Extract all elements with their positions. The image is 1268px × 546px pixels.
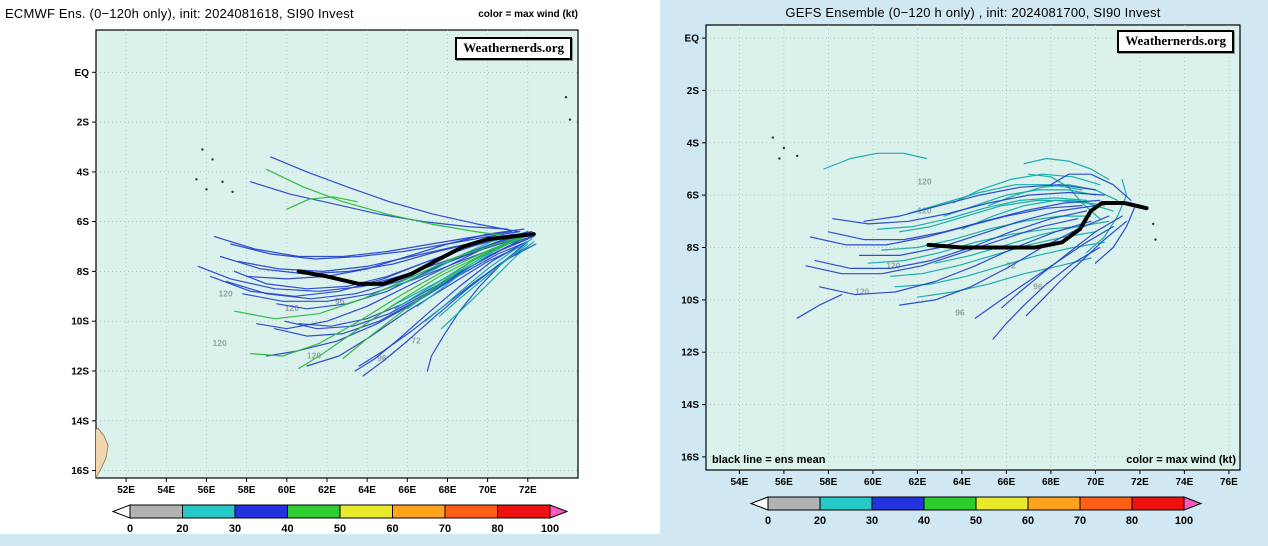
svg-text:EQ: EQ (75, 68, 90, 79)
weathernerds-watermark: Weathernerds.org (1117, 30, 1234, 53)
svg-text:10S: 10S (71, 317, 89, 328)
svg-text:14S: 14S (71, 416, 89, 427)
svg-text:54E: 54E (731, 477, 749, 488)
svg-text:60E: 60E (278, 485, 296, 496)
gefs-panel: 54E 56E 58E 60E 62E 64E 66E 68E 70E 72E 74E 76E EQ 2S… (660, 0, 1268, 546)
svg-text:0: 0 (765, 515, 771, 527)
svg-text:20: 20 (814, 515, 826, 527)
svg-text:66E: 66E (398, 485, 416, 496)
svg-text:60E: 60E (864, 477, 882, 488)
svg-text:120: 120 (307, 351, 321, 361)
svg-text:120: 120 (213, 338, 227, 348)
weathernerds-watermark: Weathernerds.org (455, 37, 572, 60)
svg-text:68E: 68E (439, 485, 457, 496)
svg-text:12S: 12S (71, 367, 89, 378)
svg-text:72E: 72E (1131, 477, 1149, 488)
svg-text:120: 120 (917, 177, 931, 187)
svg-text:14S: 14S (681, 400, 699, 411)
svg-text:70E: 70E (1087, 477, 1105, 488)
gefs-color-legend-note: color = max wind (kt) (1126, 454, 1236, 466)
svg-text:50: 50 (334, 523, 346, 535)
svg-text:2S: 2S (687, 86, 700, 97)
svg-text:120: 120 (855, 287, 869, 297)
svg-text:64E: 64E (358, 485, 376, 496)
svg-text:96: 96 (335, 296, 345, 306)
svg-text:66E: 66E (998, 477, 1016, 488)
svg-text:70: 70 (1074, 515, 1086, 527)
svg-text:6S: 6S (687, 191, 700, 202)
svg-text:16S: 16S (71, 466, 89, 477)
svg-text:40: 40 (281, 523, 293, 535)
svg-text:4S: 4S (687, 138, 700, 149)
svg-text:16S: 16S (681, 452, 699, 463)
svg-text:6S: 6S (77, 217, 90, 228)
svg-text:40: 40 (918, 515, 930, 527)
svg-text:0: 0 (127, 523, 133, 535)
svg-text:8S: 8S (687, 243, 700, 254)
ecmwf-panel: 52E 54E 56E 58E 60E 62E 64E 66E 68E 70E 72E EQ 2S 4S 6… (5, 6, 579, 535)
svg-text:70: 70 (439, 523, 451, 535)
gefs-map-svg: 54E 56E 58E 60E 62E 64E 66E 68E 70E 72E 74E 76E EQ 2S… (681, 24, 1241, 527)
svg-text:120: 120 (917, 206, 931, 216)
svg-text:56E: 56E (198, 485, 216, 496)
svg-text:120: 120 (285, 303, 299, 313)
svg-text:100: 100 (541, 523, 559, 535)
svg-text:58E: 58E (238, 485, 256, 496)
svg-text:60: 60 (1022, 515, 1034, 527)
svg-text:62E: 62E (318, 485, 336, 496)
svg-text:76E: 76E (1220, 477, 1238, 488)
svg-text:4S: 4S (77, 167, 90, 178)
svg-text:12S: 12S (681, 348, 699, 359)
svg-text:80: 80 (491, 523, 503, 535)
svg-text:60: 60 (386, 523, 398, 535)
bottom-strip (0, 534, 1268, 546)
svg-text:80: 80 (1126, 515, 1138, 527)
svg-text:120: 120 (886, 260, 900, 270)
svg-text:68E: 68E (1042, 477, 1060, 488)
svg-text:54E: 54E (157, 485, 175, 496)
svg-text:30: 30 (866, 515, 878, 527)
svg-text:58E: 58E (820, 477, 838, 488)
svg-text:EQ: EQ (685, 34, 700, 45)
svg-text:62E: 62E (909, 477, 927, 488)
ecmwf-color-legend-note: color = max wind (kt) (478, 9, 578, 20)
svg-text:30: 30 (229, 523, 241, 535)
svg-text:72E: 72E (519, 485, 537, 496)
svg-text:120: 120 (219, 288, 233, 298)
svg-text:50: 50 (970, 515, 982, 527)
svg-text:70E: 70E (479, 485, 497, 496)
svg-text:20: 20 (176, 523, 188, 535)
svg-text:52E: 52E (117, 485, 135, 496)
gefs-ens-mean-note: black line = ens mean (712, 454, 826, 466)
svg-text:96: 96 (955, 308, 965, 318)
svg-text:2S: 2S (77, 118, 90, 129)
gefs-title: GEFS Ensemble (0−120 h only) , init: 202… (785, 5, 1161, 20)
svg-text:56E: 56E (775, 477, 793, 488)
svg-text:72: 72 (411, 336, 421, 346)
svg-text:74E: 74E (1176, 477, 1194, 488)
svg-text:64E: 64E (953, 477, 971, 488)
ecmwf-title: ECMWF Ens. (0−120h only), init: 20240816… (5, 6, 354, 21)
svg-text:10S: 10S (681, 295, 699, 306)
svg-text:8S: 8S (77, 267, 90, 278)
svg-text:96: 96 (377, 353, 387, 363)
svg-text:96: 96 (1033, 281, 1043, 291)
svg-text:100: 100 (1175, 515, 1193, 527)
ecmwf-map-svg: 52E 54E 56E 58E 60E 62E 64E 66E 68E 70E 72E EQ 2S 4S 6… (71, 29, 579, 535)
